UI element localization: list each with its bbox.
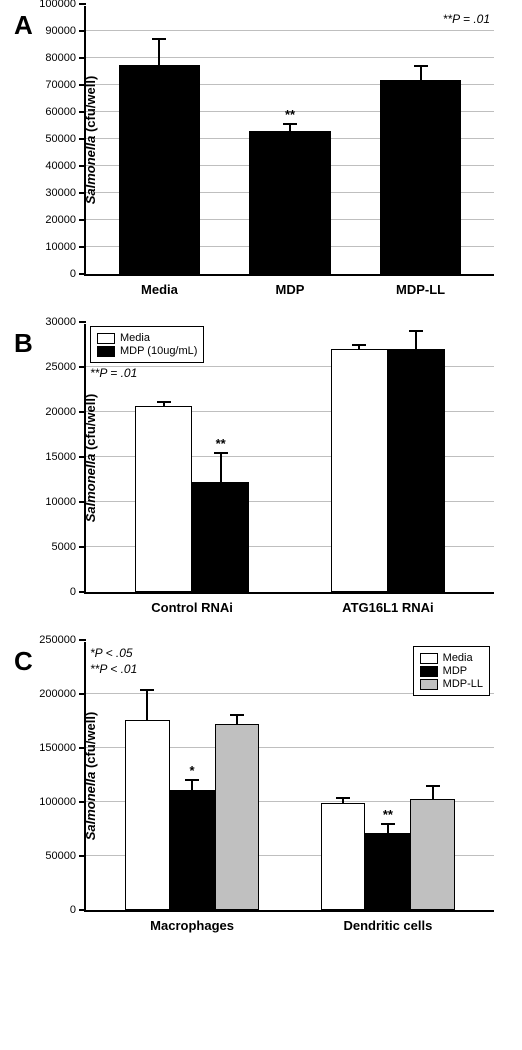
bar	[388, 349, 445, 592]
bar	[125, 720, 170, 910]
panel-c-letter: C	[14, 646, 33, 677]
bar	[331, 349, 388, 592]
panel-b-plot-area: 050001000015000200002500030000Salmonella…	[84, 324, 494, 594]
y-tick-label: 10000	[45, 241, 86, 253]
y-tick-label: 70000	[45, 79, 86, 91]
y-tick-label: 20000	[45, 406, 86, 418]
category-label: MDP	[276, 274, 305, 297]
gridline	[86, 30, 494, 31]
panel-b-plot: 050001000015000200002500030000Salmonella…	[84, 324, 494, 594]
p-value-annotation: **P = .01	[90, 366, 137, 380]
p-value-annotation: *P < .05	[90, 646, 133, 660]
legend-item: Media	[420, 652, 483, 664]
y-tick-label: 250000	[39, 634, 86, 646]
significance-marker: **	[216, 436, 226, 451]
legend-label: MDP-LL	[443, 678, 483, 690]
category-label: Dendritic cells	[343, 910, 432, 933]
significance-marker: **	[383, 807, 393, 822]
bar	[321, 803, 366, 910]
y-tick-label: 150000	[39, 742, 86, 754]
legend: MediaMDP (10ug/mL)	[90, 326, 204, 363]
legend-label: MDP (10ug/mL)	[120, 345, 197, 357]
bar	[410, 799, 455, 910]
legend-label: Media	[443, 652, 473, 664]
bar	[170, 790, 215, 910]
panel-a-letter: A	[14, 10, 33, 41]
y-axis-title: Salmonella (cfu/well)	[83, 76, 98, 205]
legend-item: MDP-LL	[420, 678, 483, 690]
y-tick-label: 30000	[45, 187, 86, 199]
legend-swatch	[420, 666, 438, 677]
y-axis-title: Salmonella (cfu/well)	[83, 712, 98, 841]
y-tick-label: 30000	[45, 316, 86, 328]
panel-a: A 01000020000300004000050000600007000080…	[6, 6, 516, 316]
legend-swatch	[97, 333, 115, 344]
legend-item: Media	[97, 332, 197, 344]
category-label: Media	[141, 274, 178, 297]
y-tick-label: 100000	[39, 796, 86, 808]
y-tick-label: 0	[70, 904, 86, 916]
p-value-annotation: **P = .01	[443, 12, 490, 26]
y-tick-label: 0	[70, 586, 86, 598]
y-tick-label: 0	[70, 268, 86, 280]
category-label: MDP-LL	[396, 274, 445, 297]
significance-marker: **	[285, 107, 295, 122]
category-label: Control RNAi	[151, 592, 233, 615]
panel-c: C 050000100000150000200000250000Salmonel…	[6, 642, 516, 952]
legend-item: MDP (10ug/mL)	[97, 345, 197, 357]
p-value-annotation: **P < .01	[90, 662, 137, 676]
y-tick-label: 40000	[45, 160, 86, 172]
y-tick-label: 15000	[45, 451, 86, 463]
y-tick-label: 25000	[45, 361, 86, 373]
panel-b-letter: B	[14, 328, 33, 359]
y-tick-label: 100000	[39, 0, 86, 10]
y-tick-label: 5000	[52, 541, 86, 553]
y-axis-title: Salmonella (cfu/well)	[83, 394, 98, 523]
legend-swatch	[97, 346, 115, 357]
legend-swatch	[420, 653, 438, 664]
y-tick-label: 50000	[45, 133, 86, 145]
bar	[365, 833, 410, 910]
bar	[380, 80, 462, 274]
y-tick-label: 60000	[45, 106, 86, 118]
gridline	[86, 57, 494, 58]
legend-label: MDP	[443, 665, 467, 677]
panel-a-plot: 0100002000030000400005000060000700008000…	[84, 6, 494, 276]
legend-swatch	[420, 679, 438, 690]
y-tick-label: 20000	[45, 214, 86, 226]
y-tick-label: 10000	[45, 496, 86, 508]
category-label: Macrophages	[150, 910, 234, 933]
panel-a-plot-area: 0100002000030000400005000060000700008000…	[84, 6, 494, 276]
bar	[119, 65, 201, 274]
panel-b: B 050001000015000200002500030000Salmonel…	[6, 324, 516, 634]
y-tick-label: 90000	[45, 25, 86, 37]
category-label: ATG16L1 RNAi	[342, 592, 434, 615]
bar	[135, 406, 192, 592]
legend-label: Media	[120, 332, 150, 344]
bar	[249, 131, 331, 274]
y-tick-label: 200000	[39, 688, 86, 700]
bar	[215, 724, 260, 910]
legend-item: MDP	[420, 665, 483, 677]
legend: MediaMDPMDP-LL	[413, 646, 490, 696]
panel-c-plot: 050000100000150000200000250000Salmonella…	[84, 642, 494, 912]
significance-marker: *	[190, 763, 195, 778]
y-tick-label: 80000	[45, 52, 86, 64]
y-tick-label: 50000	[45, 850, 86, 862]
panel-c-plot-area: 050000100000150000200000250000Salmonella…	[84, 642, 494, 912]
bar	[192, 482, 249, 592]
